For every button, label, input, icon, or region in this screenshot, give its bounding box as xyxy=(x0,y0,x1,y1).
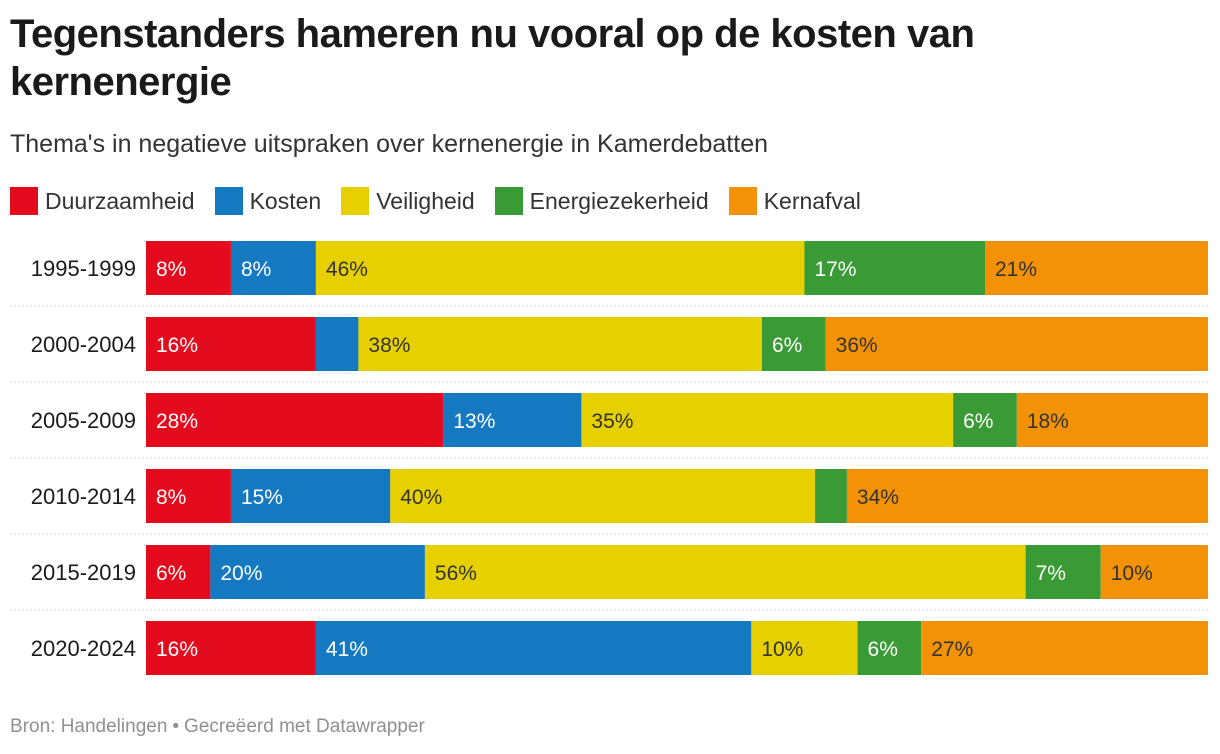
bar-segment-kosten xyxy=(315,621,752,675)
chart-subtitle: Thema's in negatieve uitspraken over ker… xyxy=(10,130,768,158)
legend: Duurzaamheid Kosten Veiligheid Energieze… xyxy=(10,186,881,216)
bar-segment-kosten xyxy=(443,393,582,447)
bar-segment-kernafval xyxy=(1016,393,1208,447)
data-label-duurzaamheid: 8% xyxy=(156,486,186,509)
data-label-kosten: 15% xyxy=(241,486,283,509)
legend-swatch-duurzaamheid xyxy=(10,187,38,215)
bar-row-2015-2019: 2015-2019 6% 20% 56% 7% 10% xyxy=(31,545,1208,599)
data-label-energiezekerheid: 6% xyxy=(963,410,993,433)
legend-label-kernafval: Kernafval xyxy=(763,187,861,214)
category-label: 1995-1999 xyxy=(31,256,136,281)
legend-label-energiezekerheid: Energiezekerheid xyxy=(529,187,709,214)
bar-segment-veiligheid xyxy=(424,545,1026,599)
bar-segment-duurzaamheid xyxy=(146,241,231,295)
bar-segment-kosten xyxy=(230,241,316,295)
bar-segment-kernafval xyxy=(825,317,1208,371)
footer: Bron: Handelingen • Gecreëerd met Datawrap… xyxy=(10,716,425,738)
bar-row-2010-2014: 2010-2014 8% 15% 40% 34% xyxy=(31,469,1208,523)
category-label: 2015-2019 xyxy=(31,560,136,585)
bar-segment-energiezekerheid xyxy=(815,469,847,523)
category-label: 2005-2009 xyxy=(31,408,136,433)
data-label-energiezekerheid: 17% xyxy=(814,258,856,281)
data-label-kosten: 41% xyxy=(326,638,368,661)
data-label-energiezekerheid: 7% xyxy=(1036,562,1066,585)
data-label-veiligheid: 56% xyxy=(435,562,477,585)
data-label-veiligheid: 10% xyxy=(761,638,803,661)
legend-item-energiezekerheid: Energiezekerheid xyxy=(494,187,709,215)
legend-swatch-energiezekerheid xyxy=(494,187,523,215)
legend-swatch-kosten xyxy=(214,187,243,215)
bar-segment-energiezekerheid xyxy=(953,393,1017,447)
bar-segment-duurzaamheid xyxy=(146,621,316,675)
legend-item-kernafval: Kernafval xyxy=(728,187,861,215)
category-label: 2000-2004 xyxy=(31,332,136,357)
category-label: 2010-2014 xyxy=(31,484,136,509)
bar-segment-veiligheid xyxy=(315,241,805,295)
footer-separator: • xyxy=(172,716,180,737)
legend-swatch-kernafval xyxy=(728,187,757,215)
data-label-veiligheid: 46% xyxy=(326,258,368,281)
bar-segment-energiezekerheid xyxy=(857,621,922,675)
category-label: 2020-2024 xyxy=(31,636,136,661)
bar-row-2020-2024: 2020-2024 16% 41% 10% 6% 27% xyxy=(31,621,1208,675)
data-label-kosten: 8% xyxy=(241,258,271,281)
bar-segment-kosten xyxy=(210,545,425,599)
chart-title: Tegenstanders hameren nu vooral op de ko… xyxy=(10,12,975,104)
bar-row-2000-2004: 2000-2004 16% 38% 6% 36% xyxy=(31,317,1208,371)
data-label-veiligheid: 35% xyxy=(591,410,633,433)
bar-segment-duurzaamheid xyxy=(146,469,231,523)
bar-segment-kosten xyxy=(230,469,391,523)
credit-note: Gecreëerd met Datawrapper xyxy=(184,716,425,737)
source-note: Bron: Handelingen xyxy=(10,716,168,737)
bar-segment-duurzaamheid xyxy=(146,393,444,447)
bar-segment-veiligheid xyxy=(390,469,816,523)
data-label-kosten: 13% xyxy=(453,410,495,433)
data-label-kernafval: 21% xyxy=(995,258,1037,281)
bar-segment-energiezekerheid xyxy=(761,317,826,371)
legend-item-kosten: Kosten xyxy=(214,187,322,215)
legend-label-veiligheid: Veiligheid xyxy=(376,187,475,214)
bar-segment-kosten xyxy=(315,317,359,371)
data-label-energiezekerheid: 6% xyxy=(772,334,802,357)
legend-item-veiligheid: Veiligheid xyxy=(341,187,475,215)
bar-segment-kernafval xyxy=(846,469,1208,523)
data-label-kernafval: 36% xyxy=(836,334,878,357)
stacked-bar-chart: 1995-1999 8% 8% 46% 17% 21% 2000-2004 16% 38% 6% 3… xyxy=(10,241,1208,675)
data-label-energiezekerheid: 6% xyxy=(868,638,898,661)
bar-segment-kernafval xyxy=(984,241,1208,295)
data-label-kernafval: 34% xyxy=(857,486,899,509)
data-label-veiligheid: 38% xyxy=(368,334,410,357)
bar-segment-veiligheid xyxy=(751,621,858,675)
data-label-duurzaamheid: 16% xyxy=(156,638,198,661)
data-label-duurzaamheid: 6% xyxy=(156,562,186,585)
data-label-duurzaamheid: 8% xyxy=(156,258,186,281)
bar-segment-kernafval xyxy=(921,621,1208,675)
bar-segment-veiligheid xyxy=(581,393,954,447)
legend-item-duurzaamheid: Duurzaamheid xyxy=(10,187,195,215)
bar-segment-veiligheid xyxy=(358,317,762,371)
bar-segment-energiezekerheid xyxy=(1025,545,1101,599)
data-label-kosten: 20% xyxy=(220,562,262,585)
data-label-kernafval: 10% xyxy=(1111,562,1153,585)
bar-segment-duurzaamheid xyxy=(146,317,316,371)
bar-row-1995-1999: 1995-1999 8% 8% 46% 17% 21% xyxy=(31,241,1208,295)
legend-swatch-veiligheid xyxy=(341,187,370,215)
data-label-veiligheid: 40% xyxy=(400,486,442,509)
bar-row-2005-2009: 2005-2009 28% 13% 35% 6% 18% xyxy=(31,393,1208,447)
legend-label-kosten: Kosten xyxy=(249,187,322,214)
legend-label-duurzaamheid: Duurzaamheid xyxy=(45,187,195,214)
bar-segment-kernafval xyxy=(1100,545,1208,599)
bar-segment-duurzaamheid xyxy=(146,545,211,599)
data-label-duurzaamheid: 16% xyxy=(156,334,198,357)
data-label-kernafval: 27% xyxy=(931,638,973,661)
bar-segment-energiezekerheid xyxy=(804,241,985,295)
data-label-kernafval: 18% xyxy=(1027,410,1069,433)
data-label-duurzaamheid: 28% xyxy=(156,410,198,433)
